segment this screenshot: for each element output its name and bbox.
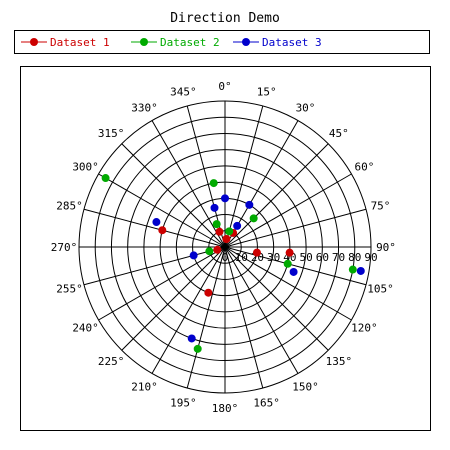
- angular-gridline: [224, 208, 367, 248]
- angular-gridline: [83, 246, 226, 286]
- legend-label: Dataset 3: [262, 36, 322, 49]
- chart-title: Direction Demo: [170, 11, 280, 26]
- data-point: [152, 218, 161, 227]
- angular-tick-label: 180°: [212, 402, 239, 415]
- data-point: [356, 266, 365, 275]
- angular-tick-label: 75°: [371, 199, 391, 212]
- angular-tick-label: 195°: [170, 397, 197, 410]
- angular-gridline: [224, 246, 329, 351]
- angular-tick-label: 165°: [253, 397, 280, 410]
- angular-gridline: [224, 246, 264, 389]
- radial-tick-label: 0: [222, 251, 229, 264]
- data-point: [348, 265, 357, 274]
- data-point: [221, 194, 229, 203]
- radial-tick-label: 50: [299, 251, 312, 264]
- angular-gridline: [186, 246, 226, 389]
- legend-item-2: Dataset 2: [131, 36, 220, 49]
- data-point: [204, 288, 213, 297]
- angular-tick-label: 0°: [218, 80, 231, 93]
- angular-tick-label: 285°: [56, 199, 83, 212]
- radial-tick-label: 90: [364, 251, 377, 264]
- legend: Dataset 1 Dataset 2 Dataset 3: [14, 30, 430, 54]
- angular-gridline: [98, 173, 226, 248]
- angular-gridline: [121, 246, 226, 351]
- data-point: [213, 245, 222, 254]
- polar-grid: [78, 100, 372, 394]
- data-point: [233, 221, 242, 230]
- angular-gridline: [224, 173, 352, 248]
- angular-tick-label: 240°: [72, 322, 99, 335]
- radial-tick-label: 80: [348, 251, 361, 264]
- data-point: [245, 200, 254, 209]
- data-point: [212, 220, 221, 229]
- legend-marker: [242, 38, 250, 46]
- angular-tick-label: 45°: [329, 127, 349, 140]
- legend-item-3: Dataset 3: [233, 36, 322, 49]
- angular-gridline: [151, 120, 226, 248]
- data-point: [158, 226, 167, 235]
- radial-tick-label: 10: [235, 251, 248, 264]
- series-2: [101, 174, 357, 353]
- angular-tick-label: 210°: [131, 380, 158, 393]
- radial-tick-label: 70: [332, 251, 345, 264]
- plot-frame: [20, 66, 431, 431]
- data-point: [189, 251, 198, 260]
- angular-gridline: [98, 246, 226, 321]
- angular-tick-label: 270°: [51, 241, 78, 254]
- data-point: [215, 227, 224, 236]
- data-point: [101, 174, 110, 183]
- angular-tick-label: 300°: [72, 161, 99, 174]
- radial-tick-label: 60: [316, 251, 329, 264]
- angular-gridline: [224, 246, 367, 286]
- angular-tick-label: 120°: [351, 322, 378, 335]
- angular-tick-label: 150°: [292, 380, 319, 393]
- legend-svg: Dataset 1 Dataset 2 Dataset 3: [21, 36, 322, 49]
- data-point: [225, 227, 234, 236]
- angular-tick-label: 330°: [131, 102, 158, 115]
- angular-tick-label: 15°: [257, 85, 277, 98]
- angular-gridline: [121, 143, 226, 248]
- data-point: [249, 214, 258, 223]
- data-point: [252, 248, 261, 257]
- legend-item-1: Dataset 1: [21, 36, 110, 49]
- angular-tick-label: 345°: [170, 85, 197, 98]
- legend-marker: [30, 38, 38, 46]
- angular-gridline: [224, 246, 352, 321]
- angular-gridline: [151, 246, 226, 374]
- radial-tick-label: 30: [267, 251, 280, 264]
- angular-tick-label: 135°: [326, 355, 353, 368]
- angular-tick-label: 90°: [376, 241, 396, 254]
- angular-tick-label: 30°: [296, 102, 316, 115]
- radial-tick-labels: 0 10 20 30 40 50 60 70 80 90: [222, 251, 378, 264]
- angular-tick-labels: 0° 15° 30° 45° 60° 75° 90° 105° 120° 135° 150° 165°…: [51, 80, 396, 415]
- data-point: [283, 259, 292, 268]
- angular-tick-label: 225°: [98, 355, 125, 368]
- data-point: [205, 247, 214, 256]
- angular-gridline: [224, 143, 329, 248]
- data-point: [289, 267, 298, 276]
- angular-tick-label: 60°: [354, 161, 374, 174]
- data-point: [193, 344, 202, 353]
- series-3: [152, 194, 365, 343]
- angular-gridline: [224, 105, 264, 248]
- data-point: [222, 235, 231, 244]
- legend-label: Dataset 1: [50, 36, 110, 49]
- data-point: [209, 179, 218, 188]
- data-point: [285, 248, 294, 257]
- legend-label: Dataset 2: [160, 36, 220, 49]
- angular-gridline: [224, 246, 299, 374]
- data-point: [187, 334, 196, 343]
- legend-marker: [140, 38, 148, 46]
- angular-tick-label: 105°: [367, 283, 394, 296]
- angular-tick-label: 315°: [98, 127, 125, 140]
- data-point: [210, 203, 219, 212]
- angular-tick-label: 255°: [56, 283, 83, 296]
- angular-gridline: [83, 208, 226, 248]
